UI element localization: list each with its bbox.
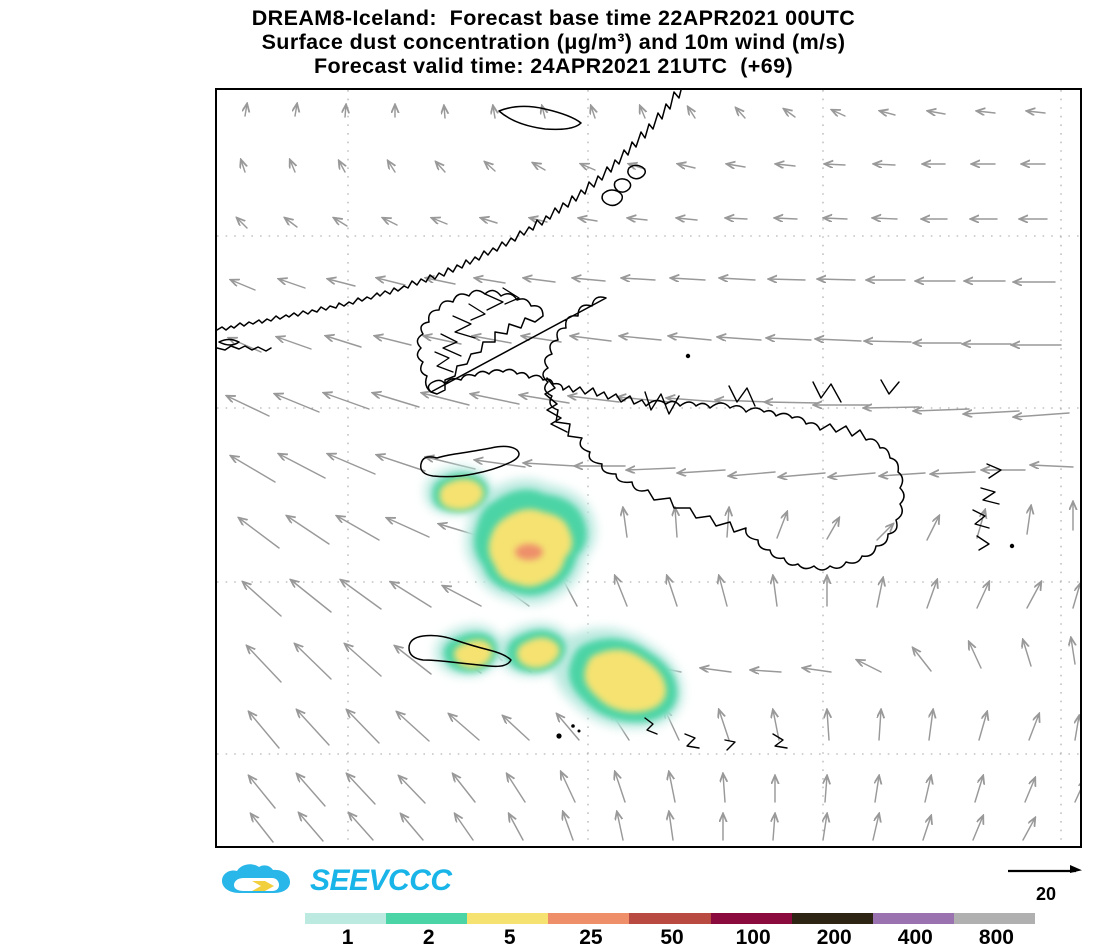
colorbar-bands [305, 913, 1035, 924]
offshore-dots [685, 353, 1015, 549]
wind-row-11 [249, 710, 1079, 749]
wind-row-1 [245, 104, 1046, 119]
wind-scale-label: 20 [1035, 884, 1057, 904]
iceland-south-coast-detail [644, 717, 788, 751]
title-line-2: Surface dust concentration (μg/m³) and 1… [261, 30, 846, 54]
wind-row-2 [241, 160, 1046, 173]
colorbar-band-6 [791, 913, 873, 924]
wind-row-9 [243, 576, 1080, 617]
colorbar-band-0 [305, 913, 387, 924]
colorbar-tick-2: 2 [422, 926, 435, 949]
westfjords-fjords [434, 287, 520, 373]
title-line-1: DREAM8-Iceland: Forecast base time 22APR… [251, 6, 856, 30]
wind-reference-vector: 20 [1006, 862, 1086, 905]
colorbar-tick-100: 100 [735, 926, 771, 949]
colorbar-tick-50: 50 [660, 926, 684, 949]
dust-band-5-25 [439, 478, 667, 713]
wind-row-7 [231, 454, 1074, 483]
colorbar-tick-400: 400 [897, 926, 933, 949]
colorbar-band-3 [548, 913, 630, 924]
dust-band-25-50 [515, 544, 543, 560]
iceland-nw-fjords [544, 377, 568, 433]
colorbar-band-4 [629, 913, 711, 924]
wind-row-12 [249, 772, 1080, 809]
colorbar-tick-25: 25 [579, 926, 603, 949]
reykjanes-peninsula [408, 634, 512, 668]
colorbar-band-8 [953, 913, 1035, 924]
colorbar: 1 2 5 25 50 100 200 400 800 [305, 913, 1035, 950]
colorbar-band-5 [710, 913, 792, 924]
wind-vector-field [227, 104, 1080, 843]
wind-row-13 [251, 812, 1035, 843]
vestmannaeyjar-islands [556, 724, 581, 739]
greenland-coastline [217, 90, 682, 331]
map-canvas [217, 90, 1080, 846]
chart-title-block: DREAM8-Iceland: Forecast base time 22APR… [0, 6, 1107, 78]
colorbar-tick-200: 200 [816, 926, 852, 949]
forecast-map-panel [215, 88, 1082, 848]
wind-row-3 [237, 218, 1048, 229]
colorbar-band-1 [386, 913, 468, 924]
colorbar-band-2 [467, 913, 549, 924]
iceland-north-peninsulas [644, 379, 900, 415]
title-line-3: Forecast valid time: 24APR2021 21UTC (+6… [313, 54, 794, 78]
wind-row-8 [239, 502, 1073, 549]
iceland-east-fjords [972, 463, 1002, 551]
colorbar-tick-5: 5 [503, 926, 516, 949]
seevccc-logo: SEEVCCC [218, 862, 452, 900]
colorbar-tick-labels: 1 2 5 25 50 100 200 400 800 [305, 924, 1035, 950]
dust-concentration-contours [424, 466, 684, 729]
colorbar-band-7 [872, 913, 954, 924]
logo-text: SEEVCCC [310, 864, 452, 897]
colorbar-tick-1: 1 [341, 926, 354, 949]
cloud-icon [222, 864, 290, 893]
wind-row-5 [229, 336, 1062, 353]
wind-row-4 [231, 278, 1056, 291]
greenland-islands [601, 189, 624, 207]
coastlines [217, 90, 1015, 751]
colorbar-tick-800: 800 [978, 926, 1014, 949]
map-gridlines [217, 90, 1080, 846]
snaefellsnes-peninsula [420, 445, 520, 478]
wind-scale-arrow-icon [1008, 865, 1082, 873]
westfjords-coastline [416, 289, 544, 395]
